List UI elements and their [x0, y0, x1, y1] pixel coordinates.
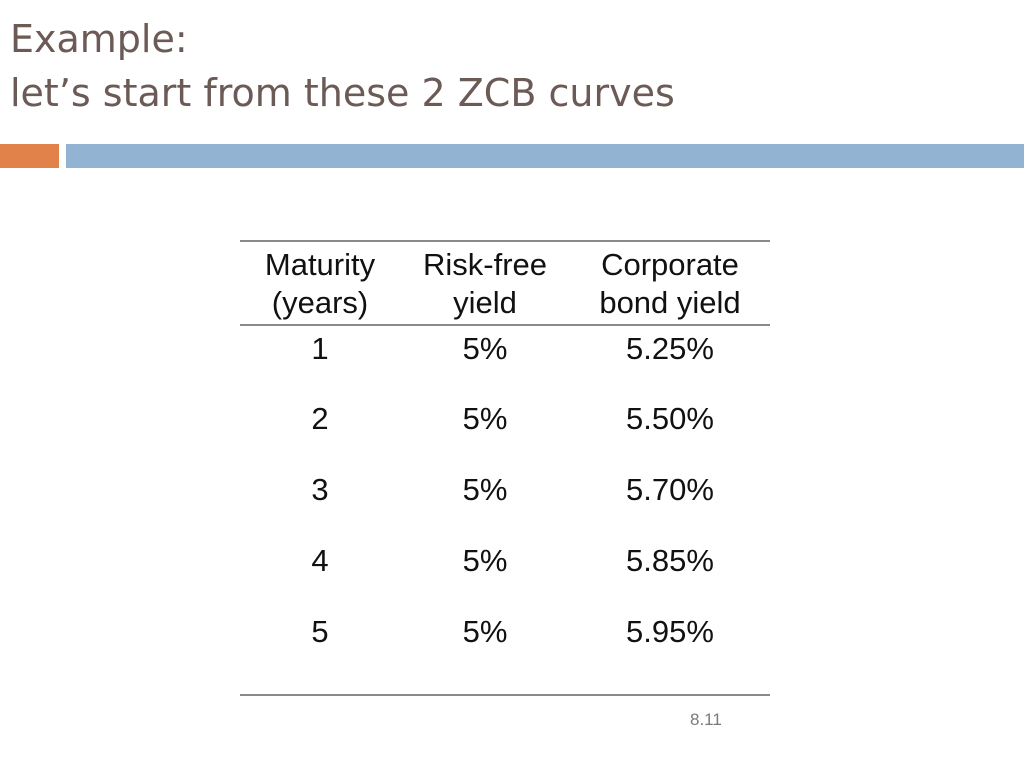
table-body: 1 5% 5.25% 2 5% 5.50% 3 5% 5.70% 4 5% 5.…: [240, 325, 770, 695]
header-maturity-line-1: Maturity: [264, 247, 376, 282]
cell-corporate-yield: 5.50%: [626, 401, 714, 436]
table-header: Maturity (years) Risk-free yield Corpora…: [240, 241, 770, 325]
table-row: 5 5% 5.95%: [240, 609, 770, 695]
accent-bar-orange: [0, 144, 59, 168]
cell-risk-free-yield: 5%: [462, 472, 508, 507]
header-maturity: Maturity (years): [240, 241, 400, 325]
table-row: 1 5% 5.25%: [240, 325, 770, 396]
cell-maturity: 3: [311, 472, 329, 507]
header-risk-free-yield: Risk-free yield: [400, 241, 570, 325]
slide-title-line-2: let’s start from these 2 ZCB curves: [10, 71, 675, 115]
cell-corporate-yield: 5.95%: [626, 614, 714, 649]
cell-corporate-yield: 5.85%: [626, 543, 714, 578]
cell-risk-free-yield: 5%: [462, 614, 508, 649]
table-row: 3 5% 5.70%: [240, 467, 770, 538]
header-risk-free-line-1: Risk-free: [422, 247, 547, 282]
table-row: 2 5% 5.50%: [240, 396, 770, 467]
cell-risk-free-yield: 5%: [462, 543, 508, 578]
table-header-row: Maturity (years) Risk-free yield Corpora…: [240, 241, 770, 325]
header-maturity-line-2: (years): [271, 285, 369, 320]
cell-corporate-yield: 5.25%: [626, 331, 714, 366]
table-row: 4 5% 5.85%: [240, 538, 770, 609]
header-corporate-line-1: Corporate: [601, 247, 739, 282]
cell-risk-free-yield: 5%: [462, 331, 508, 366]
header-corporate-bond-yield: Corporate bond yield: [570, 241, 770, 325]
cell-maturity: 1: [311, 331, 329, 366]
slide-title-line-1: Example:: [10, 17, 188, 61]
cell-maturity: 5: [311, 614, 329, 649]
cell-corporate-yield: 5.70%: [626, 472, 714, 507]
slide-title: Example: let’s start from these 2 ZCB cu…: [10, 12, 1010, 120]
cell-risk-free-yield: 5%: [462, 401, 508, 436]
page-number: 8.11: [690, 710, 722, 729]
header-risk-free-line-2: yield: [453, 285, 517, 320]
accent-bar-blue: [66, 144, 1024, 168]
yield-table: Maturity (years) Risk-free yield Corpora…: [240, 240, 770, 696]
header-corporate-line-2: bond yield: [599, 285, 741, 320]
cell-maturity: 2: [311, 401, 329, 436]
cell-maturity: 4: [311, 543, 329, 578]
